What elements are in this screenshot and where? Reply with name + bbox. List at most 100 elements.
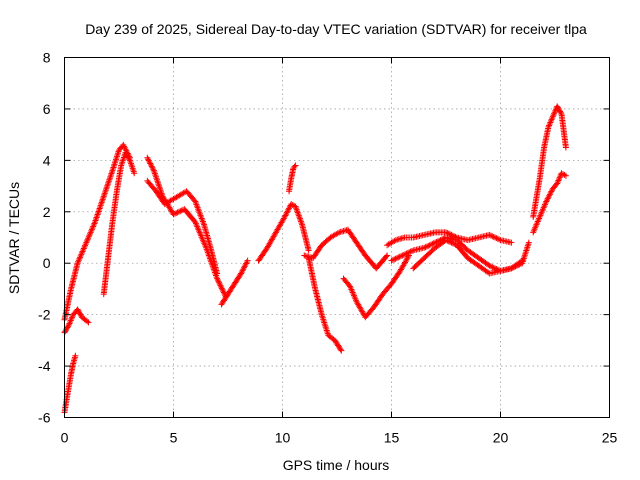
data-point: [547, 189, 554, 196]
data-point: [513, 262, 520, 269]
axis-layer: 0 5 10 15 20 25 -6 -4 -2 0 2 4 6 8: [38, 50, 617, 446]
data-point: [214, 270, 221, 277]
data-point: [557, 108, 564, 115]
data-point: [404, 249, 411, 256]
data-point: [554, 103, 561, 110]
data-point: [451, 240, 458, 247]
data-point: [214, 277, 221, 284]
data-point: [292, 162, 299, 169]
data-point: [338, 347, 345, 354]
data-point: [122, 149, 129, 156]
data-point: [148, 163, 155, 170]
data-point: [147, 161, 154, 168]
data-point: [282, 212, 289, 219]
data-point: [487, 263, 494, 270]
data-point: [391, 237, 398, 244]
data-point: [153, 176, 160, 183]
data-point: [65, 323, 72, 330]
data-point: [110, 162, 117, 169]
data-point: [447, 239, 454, 245]
data-point: [97, 202, 104, 209]
data-point: [156, 182, 163, 189]
data-point: [67, 318, 74, 325]
data-point: [102, 188, 109, 195]
data-point: [98, 200, 105, 207]
data-point: [545, 194, 552, 201]
data-point: [94, 211, 101, 218]
data-point: [555, 177, 562, 184]
data-point: [443, 229, 449, 236]
data-point: [108, 170, 115, 177]
data-point: [113, 153, 120, 160]
data-point: [76, 310, 83, 317]
data-point: [545, 123, 552, 130]
data-point: [319, 313, 326, 320]
data-point: [216, 281, 223, 288]
data-point: [77, 252, 84, 259]
data-point: [293, 205, 300, 212]
data-point: [399, 252, 406, 259]
data-point: [77, 254, 84, 261]
data-point: [525, 239, 532, 246]
data-point: [486, 231, 493, 238]
data-point: [154, 178, 161, 185]
data-point: [296, 215, 303, 222]
data-point: [114, 151, 121, 158]
data-point: [111, 161, 118, 168]
series-track-e: [144, 154, 229, 300]
data-point: [548, 188, 555, 195]
data-point: [85, 319, 92, 326]
data-point: [85, 235, 92, 242]
data-point: [240, 266, 247, 273]
data-point: [547, 118, 554, 125]
data-point: [525, 241, 532, 248]
data-point: [126, 156, 133, 163]
data-point: [72, 352, 79, 359]
data-point: [448, 239, 455, 246]
data-point: [546, 122, 553, 129]
data-point: [554, 179, 561, 186]
data-point: [508, 265, 515, 272]
data-point: [550, 112, 557, 119]
data-point: [90, 222, 97, 229]
data-point: [175, 208, 182, 215]
data-point: [104, 181, 111, 188]
data-point: [425, 242, 432, 249]
data-point: [66, 320, 73, 327]
data-point: [99, 197, 106, 204]
data-point: [77, 311, 84, 318]
data-point: [295, 211, 302, 218]
data-point: [522, 249, 529, 256]
data-point: [509, 264, 516, 271]
data-point: [120, 141, 127, 148]
data-point: [407, 248, 414, 255]
data-point: [82, 242, 89, 249]
plot-frame: [64, 57, 610, 418]
data-point: [103, 184, 110, 191]
data-point: [294, 209, 301, 216]
data-point: [108, 169, 115, 176]
data-point: [216, 279, 223, 286]
data-point: [215, 278, 222, 285]
series-track-f: [144, 177, 221, 277]
data-point: [220, 288, 227, 295]
data-point: [556, 107, 563, 114]
data-point: [107, 173, 114, 180]
data-point: [318, 311, 325, 318]
series-track-g: [218, 257, 251, 308]
data-point: [402, 251, 409, 258]
data-point: [291, 163, 298, 170]
data-point: [494, 235, 501, 242]
data-point: [94, 213, 101, 220]
data-point: [91, 220, 98, 227]
data-point: [305, 247, 312, 254]
y-tick-label: 6: [43, 101, 51, 117]
data-point: [62, 327, 69, 334]
grid-layer: [64, 57, 610, 418]
series-track-d: [100, 149, 138, 298]
data-point: [89, 224, 96, 231]
data-point: [153, 175, 160, 182]
data-point: [85, 233, 92, 240]
data-point: [392, 255, 399, 262]
y-tick-label: 0: [43, 255, 51, 271]
